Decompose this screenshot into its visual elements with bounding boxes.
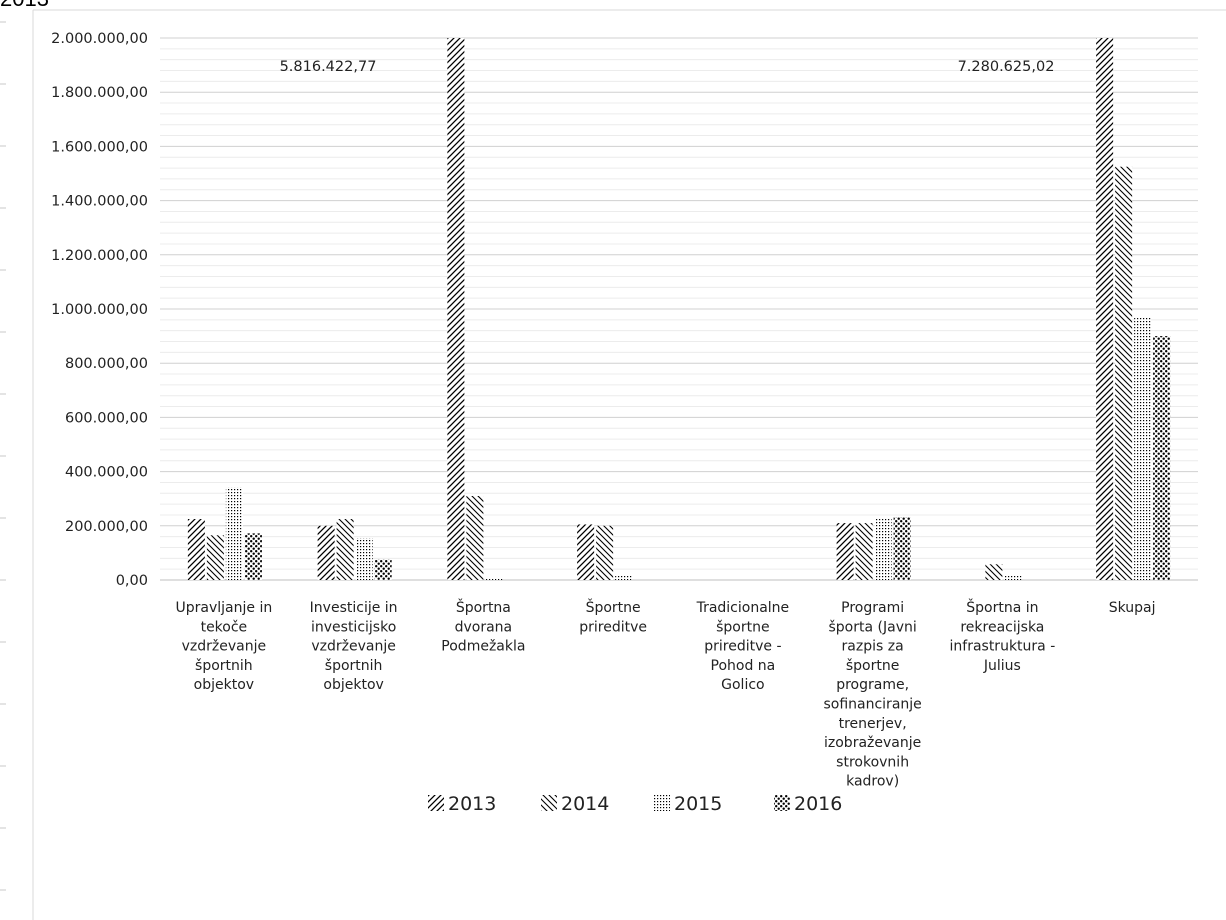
- bar-2016-1: [374, 559, 392, 580]
- x-tick-label: Programi športa (Javni razpis za športne pro…: [823, 600, 921, 790]
- bar-2014-1: [336, 519, 354, 580]
- y-tick-label: 600.000,00: [65, 410, 148, 426]
- bar-2015-1: [355, 537, 373, 580]
- bar-2014-3: [596, 525, 614, 580]
- y-tick-label: 1.400.000,00: [51, 194, 148, 210]
- bar-2016-5: [893, 517, 911, 580]
- bar-2013-5: [836, 523, 854, 580]
- bar-2014-6: [985, 564, 1003, 580]
- legend-label-2013: 2013: [448, 793, 496, 815]
- legend-label-2015: 2015: [674, 793, 722, 815]
- bar-2015-6: [1004, 575, 1022, 580]
- bar-2013-3: [577, 524, 595, 580]
- y-tick-label: 800.000,00: [65, 356, 148, 372]
- bar-2015-3: [615, 575, 633, 580]
- x-tick-label: Športne prireditve: [579, 598, 647, 635]
- annotation-total: 5.816.422,77: [280, 59, 377, 75]
- legend-label-2014: 2014: [561, 793, 609, 815]
- bar-2013-1: [317, 525, 335, 580]
- x-tick-label: Skupaj: [1109, 600, 1156, 616]
- legend-label-2016: 2016: [794, 793, 842, 815]
- bar-2013-7: [1096, 38, 1114, 580]
- bar-2014-5: [855, 523, 873, 580]
- y-tick-label: 1.600.000,00: [51, 139, 148, 155]
- bar-2014-0: [206, 535, 224, 580]
- bar-2016-0: [244, 533, 262, 580]
- bar-2013-2: [447, 38, 465, 580]
- x-tick-label: Športna in rekreacijska infrastruktura -Ju…: [950, 598, 1056, 674]
- bar-2013-0: [187, 519, 205, 580]
- legend-swatch-2013: [428, 795, 444, 811]
- cutoff-title: 2013: [0, 0, 49, 10]
- annotation-total: 7.280.625,02: [958, 59, 1055, 75]
- y-tick-label: 1.800.000,00: [51, 85, 148, 101]
- bar-2015-7: [1134, 317, 1152, 580]
- legend-swatch-2016: [774, 795, 790, 811]
- y-tick-label: 1.200.000,00: [51, 248, 148, 264]
- bar-2015-2: [485, 577, 503, 580]
- y-tick-label: 0,00: [116, 573, 148, 589]
- y-tick-label: 2.000.000,00: [51, 31, 148, 47]
- x-tick-label: Upravljanje in tekoče vzdrževanje športnih o…: [176, 600, 273, 693]
- y-tick-label: 400.000,00: [65, 465, 148, 481]
- x-tick-label: Tradicionalne športne prireditve -Pohod na…: [696, 600, 790, 693]
- bar-2015-5: [874, 519, 892, 580]
- y-tick-label: 1.000.000,00: [51, 302, 148, 318]
- x-tick-label: Investicije in investicijsko vzdrževanje šp…: [310, 600, 398, 693]
- bar-2015-0: [225, 487, 243, 580]
- y-tick-label: 200.000,00: [65, 519, 148, 535]
- legend-swatch-2015: [654, 795, 670, 811]
- bar-2014-7: [1115, 166, 1133, 580]
- x-tick-label: Športna dvorana Podmežakla: [441, 598, 525, 655]
- bar-2014-2: [466, 495, 484, 580]
- legend-swatch-2014: [541, 795, 557, 811]
- bar-2016-7: [1153, 336, 1171, 580]
